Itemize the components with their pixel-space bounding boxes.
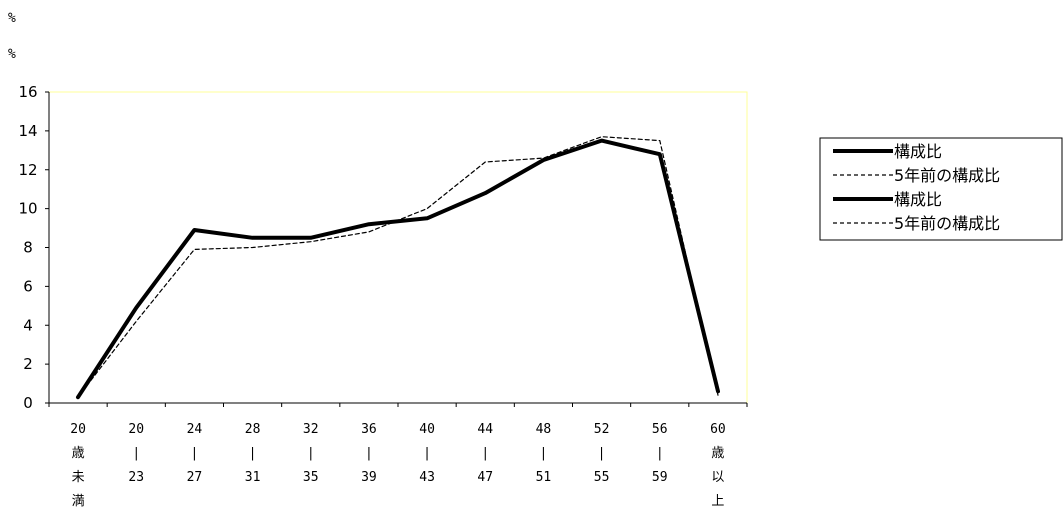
y-tick-label: 12 xyxy=(18,161,37,179)
y-axis-ticks: 0 2 4 6 8 10 12 14 16 xyxy=(18,83,49,412)
legend-label: 5年前の構成比 xyxy=(894,214,1000,233)
series-line-2 xyxy=(77,136,719,398)
series-lines xyxy=(76,136,720,400)
y-tick-label: 6 xyxy=(23,277,33,295)
x-tick-label: 28 | 31 xyxy=(245,422,261,485)
legend-label: 構成比 xyxy=(894,190,942,209)
y-tick-label: 14 xyxy=(18,122,37,140)
unit-label: % xyxy=(8,47,16,62)
x-tick-label: 52 | 55 xyxy=(594,422,610,485)
series-line-1 xyxy=(76,138,720,400)
y-tick-label: 16 xyxy=(18,83,37,101)
y-tick-label: 8 xyxy=(23,239,33,257)
x-tick-label: 40 | 43 xyxy=(419,422,435,485)
x-tick-label: 24 | 27 xyxy=(187,422,203,485)
x-tick-label: 20 | 23 xyxy=(128,422,144,485)
x-tick-label: 56 | 59 xyxy=(652,422,668,485)
legend-label: 構成比 xyxy=(894,142,942,161)
y-tick-label: 4 xyxy=(23,316,33,334)
x-axis-ticks: 20 歳未満 20 | 23 24 | 27 28 | 31 32 | 35 36 | 39 40 | 43 44 | 47… xyxy=(48,403,748,509)
y-tick-label: 0 xyxy=(23,394,33,412)
unit-label: % xyxy=(8,11,16,26)
x-tick-label: 20 歳未満 xyxy=(70,422,86,509)
y-tick-label: 2 xyxy=(23,355,33,373)
legend-label: 5年前の構成比 xyxy=(894,166,1000,185)
x-tick-label: 48 | 51 xyxy=(536,422,552,485)
x-tick-label: 32 | 35 xyxy=(303,422,319,485)
plot-area xyxy=(48,91,748,404)
y-tick-label: 10 xyxy=(18,200,37,218)
legend-box xyxy=(819,137,1063,241)
x-tick-label: 44 | 47 xyxy=(477,422,493,485)
x-tick-label: 60 歳以上 xyxy=(710,422,726,509)
x-tick-label: 36 | 39 xyxy=(361,422,377,485)
